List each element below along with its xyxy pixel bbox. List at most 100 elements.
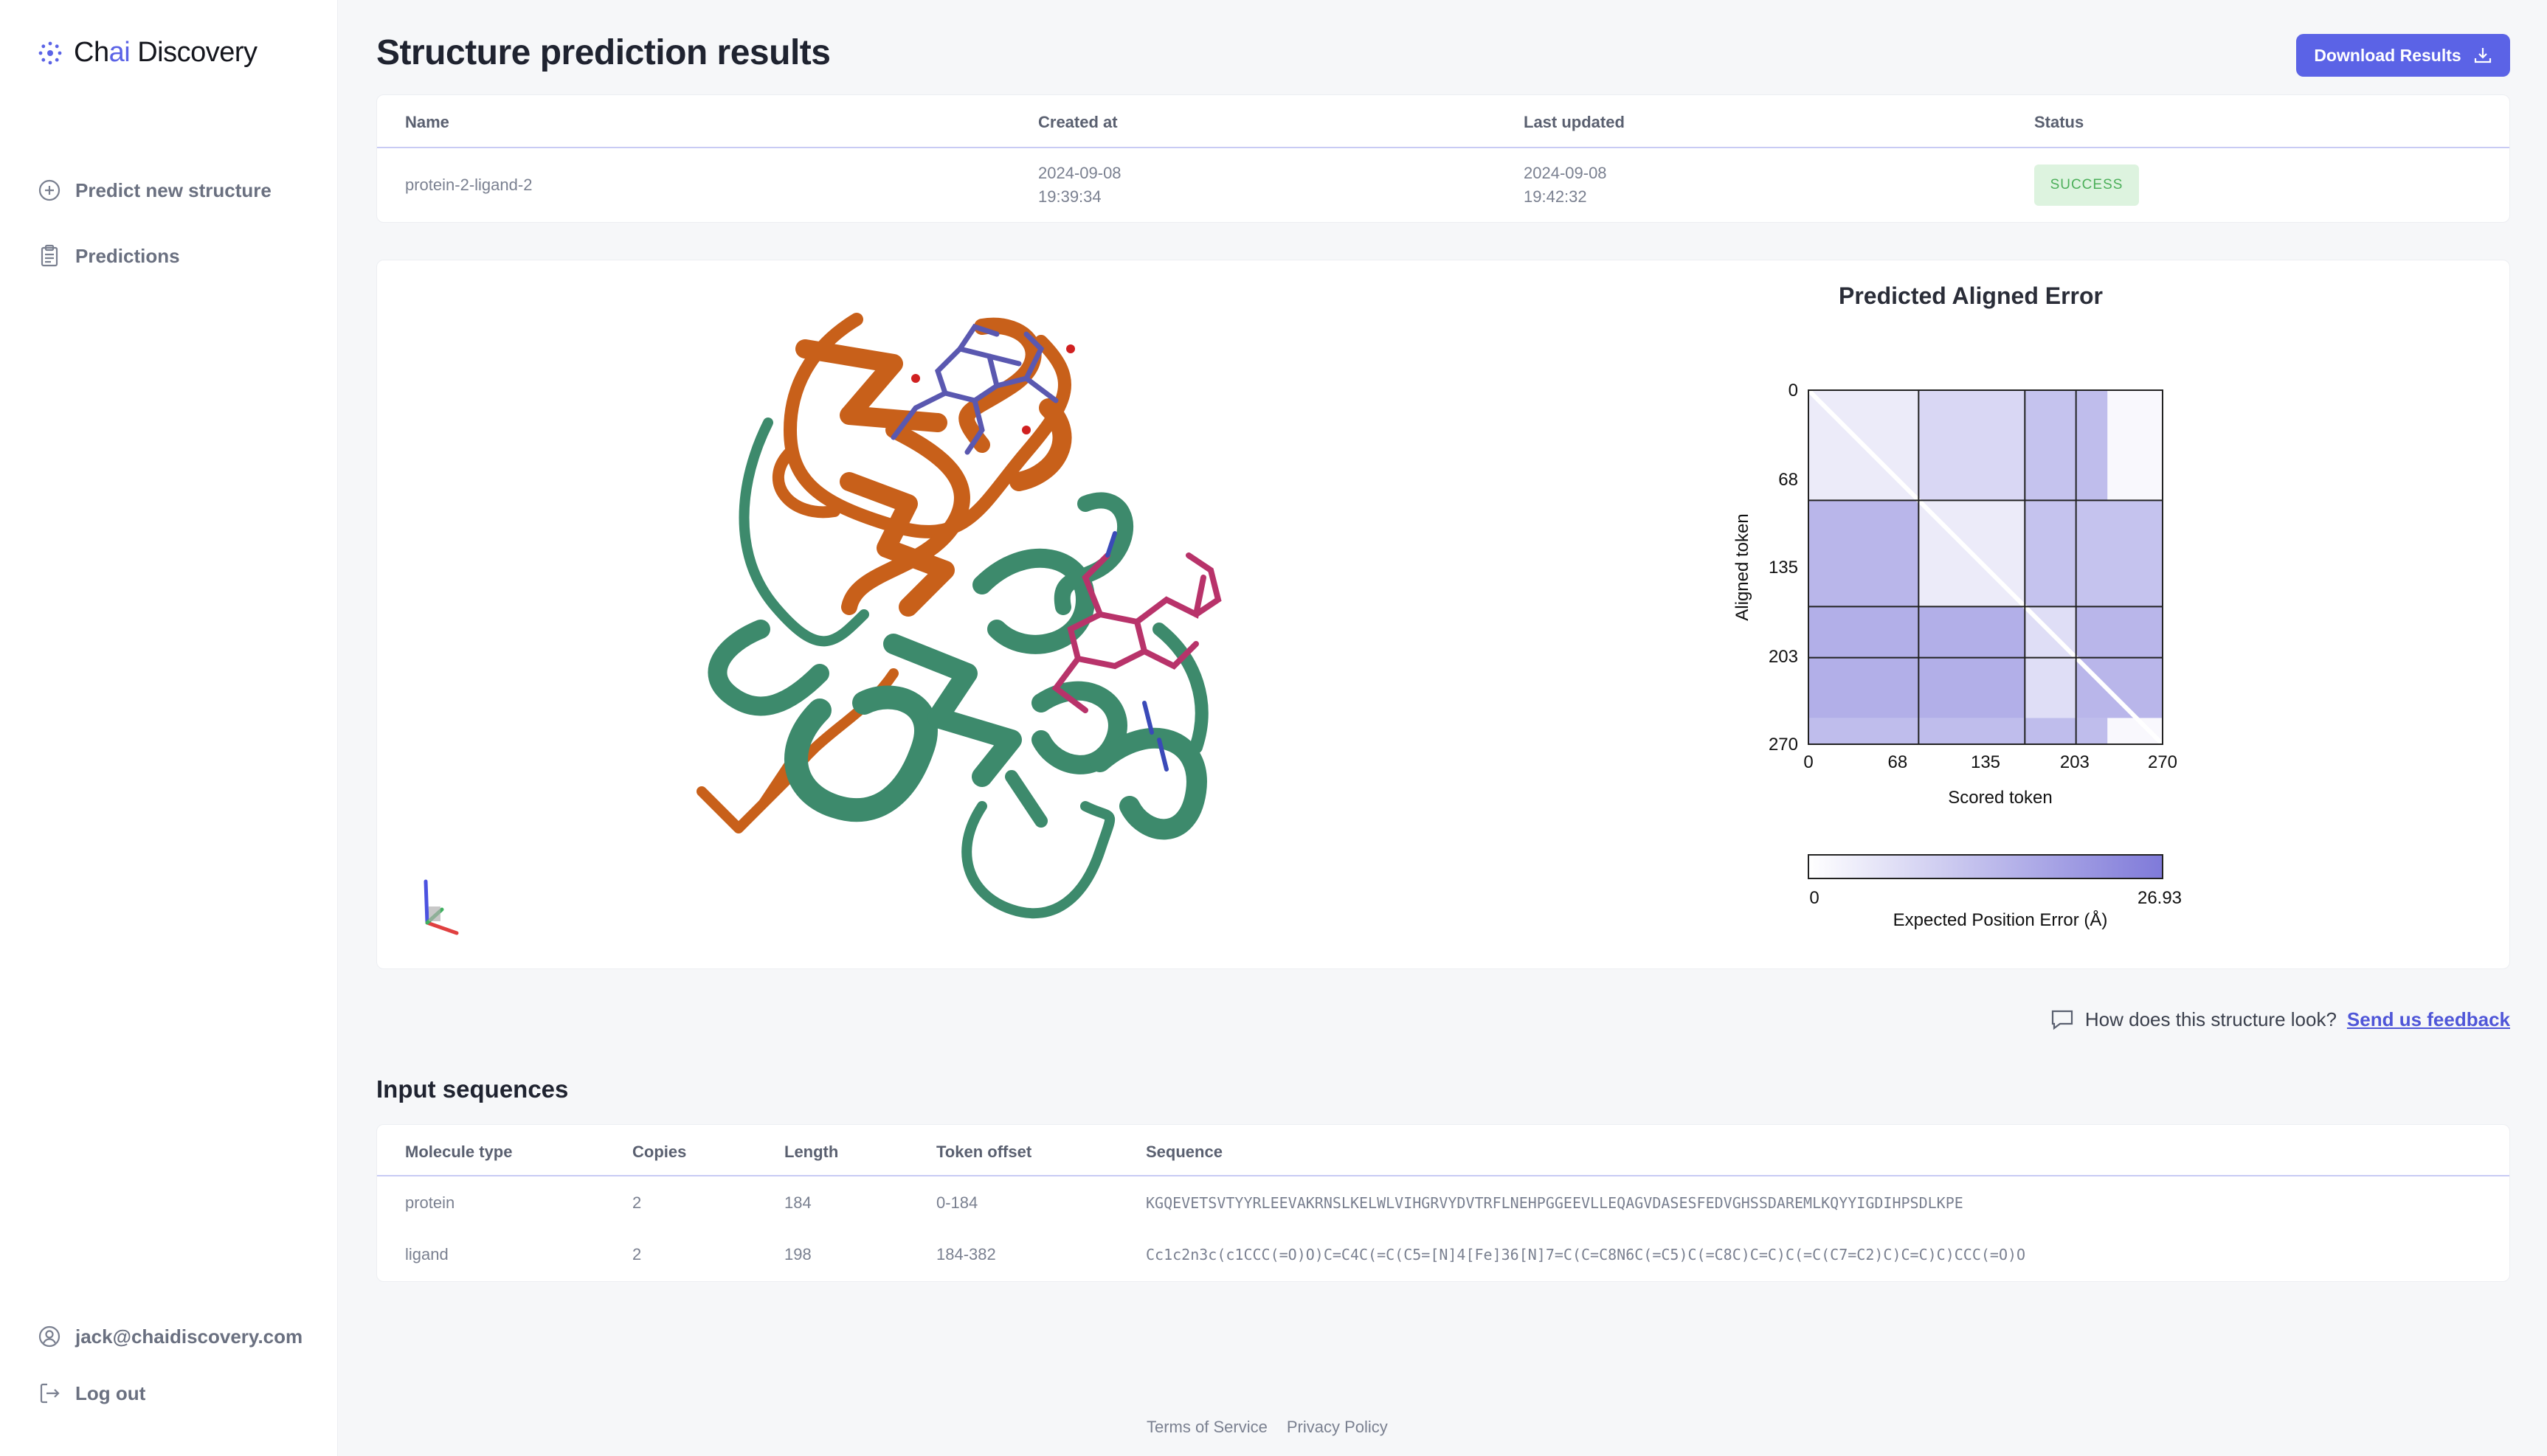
axes-gizmo	[424, 879, 459, 935]
created-date: 2024-09-08	[1038, 164, 1122, 182]
status-badge: SUCCESS	[2034, 164, 2139, 206]
results-table: Name Created at Last updated Status prot…	[376, 94, 2510, 223]
download-results-button[interactable]: Download Results	[2296, 34, 2510, 77]
copies: 2	[632, 1245, 642, 1263]
sidebar-item-logout[interactable]: Log out	[37, 1371, 303, 1415]
pae-frame	[1808, 389, 2163, 745]
pae-region-11	[1808, 718, 2108, 744]
privacy-policy-link[interactable]: Privacy Policy	[1286, 1418, 1388, 1436]
pae-colorbar-max: 26.93	[2138, 888, 2182, 908]
pae-y-tick-label: 0	[1789, 381, 1798, 401]
header-length: Length	[784, 1143, 839, 1161]
updated-date: 2024-09-08	[1524, 164, 1607, 182]
pae-x-tick-label: 135	[1971, 752, 2000, 772]
sidebar-nav: Predict new structure Predictions	[37, 168, 272, 299]
input-sequences-table: Molecule type Copies Length Token offset…	[376, 1124, 2510, 1282]
pae-x-tick-label: 203	[2060, 752, 2090, 772]
pae-x-axis-label: Scored token	[1948, 788, 2052, 808]
footer: Terms of Service Privacy Policy	[1147, 1418, 1388, 1437]
pae-colorbar-min: 0	[1809, 888, 1819, 908]
pae-region-7	[2025, 500, 2163, 607]
pae-region-1	[1918, 390, 2025, 501]
molecule-type: protein	[405, 1193, 455, 1212]
chai-logo-icon	[38, 41, 62, 64]
page-title: Structure prediction results	[376, 33, 831, 72]
token-offset: 0-184	[936, 1193, 978, 1212]
sequence: KGQEVETSVTYYRLEEVAKRNSLKELWLVIHGRVYDVTRF…	[1146, 1194, 1963, 1212]
sidebar-item-predictions[interactable]: Predictions	[37, 234, 272, 278]
account-email: jack@chaidiscovery.com	[75, 1325, 303, 1348]
header-molecule-type: Molecule type	[405, 1143, 513, 1161]
pae-region-2	[2025, 390, 2076, 501]
header-status: Status	[2034, 113, 2084, 131]
created-time: 19:39:34	[1038, 187, 1102, 206]
pae-heatmap	[1806, 388, 2165, 746]
clipboard-icon	[41, 244, 58, 267]
plus-circle-icon	[38, 179, 61, 201]
pae-colorbar	[1808, 854, 2163, 879]
pae-chart: 0 0 68 68 135 135 203 203 270 270 Aligned token S…	[1732, 381, 2182, 930]
protein-chain-b-ribbon	[708, 417, 1209, 919]
sidebar: Chai Discovery Predict new structure Pre…	[0, 0, 338, 1456]
pae-y-tick-label: 68	[1778, 470, 1798, 490]
send-feedback-link[interactable]: Send us feedback	[2346, 1008, 2510, 1030]
pae-x-tick-label: 0	[1803, 752, 1813, 772]
table-divider	[377, 147, 2509, 148]
pae-y-tick-label: 135	[1769, 558, 1798, 578]
ligand-b-sticks	[1051, 552, 1222, 713]
molecule-type: ligand	[405, 1245, 449, 1263]
download-icon	[2474, 48, 2491, 63]
brand-logo[interactable]: Chai Discovery	[37, 37, 258, 69]
ligand-b-linkers	[1105, 531, 1169, 772]
header-created: Created at	[1038, 113, 1118, 131]
pae-region-3	[2076, 390, 2108, 501]
brand-name: Chai Discovery	[74, 37, 258, 68]
ligand-a-atoms	[911, 344, 1075, 434]
copies: 2	[632, 1193, 642, 1212]
sidebar-item-label: Predictions	[75, 244, 180, 267]
ligand-a-sticks	[891, 323, 1059, 455]
pae-y-axis-label: Aligned token	[1732, 513, 1752, 620]
header-updated: Last updated	[1524, 113, 1625, 131]
pae-colorbar-label: Expected Position Error (Å)	[1893, 909, 2108, 930]
sequence: Cc1c2n3c(c1CCC(=O)O)C=C4C(=C(C5=[N]4[Fe]…	[1146, 1246, 2026, 1263]
input-sequences-title: Input sequences	[376, 1075, 569, 1103]
pae-title: Predicted Aligned Error	[1839, 282, 2103, 309]
pae-region-9	[2025, 606, 2076, 718]
pae-diagonal	[1806, 388, 2165, 746]
updated-time: 19:42:32	[1524, 187, 1587, 206]
table-divider	[377, 1175, 2509, 1176]
pae-region-4	[2107, 390, 2163, 501]
chat-bubble-icon	[2051, 1010, 2073, 1030]
pae-y-tick-label: 203	[1769, 647, 1798, 667]
pae-region-12	[2107, 718, 2163, 744]
header-sequence: Sequence	[1146, 1143, 1223, 1161]
feedback-row: How does this structure look? Send us fe…	[2050, 1008, 2510, 1031]
prediction-name: protein-2-ligand-2	[405, 176, 533, 194]
sidebar-item-label: Predict new structure	[75, 178, 272, 201]
header-copies: Copies	[632, 1143, 687, 1161]
pae-x-tick-label: 270	[2148, 752, 2177, 772]
protein-chain-a-ribbon	[697, 313, 1072, 833]
pae-y-tick-label: 270	[1769, 735, 1798, 755]
sidebar-item-predict[interactable]: Predict new structure	[37, 168, 272, 212]
sidebar-account: jack@chaidiscovery.com Log out	[37, 1314, 303, 1437]
token-offset: 184-382	[936, 1245, 996, 1263]
header-token-offset: Token offset	[936, 1143, 1032, 1161]
pae-region-5	[1808, 500, 1919, 607]
logout-label: Log out	[75, 1382, 146, 1404]
structure-viewer-card: Predicted Aligned Error 0 0 68 68 135 135 203 2…	[376, 260, 2510, 969]
feedback-question: How does this structure look?	[2084, 1008, 2337, 1030]
length: 198	[784, 1245, 812, 1263]
header-name: Name	[405, 113, 449, 131]
logout-icon	[40, 1383, 60, 1404]
pae-chain-boundaries	[1808, 390, 2163, 744]
molecule-3d-viewer[interactable]	[377, 260, 1631, 970]
pae-ticks: 0 0 68 68 135 135 203 203 270 270	[1769, 381, 2177, 772]
terms-of-service-link[interactable]: Terms of Service	[1147, 1418, 1268, 1436]
pae-x-tick-label: 68	[1888, 752, 1908, 772]
sidebar-item-account[interactable]: jack@chaidiscovery.com	[37, 1314, 303, 1359]
download-results-label: Download Results	[2314, 45, 2461, 65]
length: 184	[784, 1193, 812, 1212]
user-circle-icon	[38, 1325, 61, 1348]
